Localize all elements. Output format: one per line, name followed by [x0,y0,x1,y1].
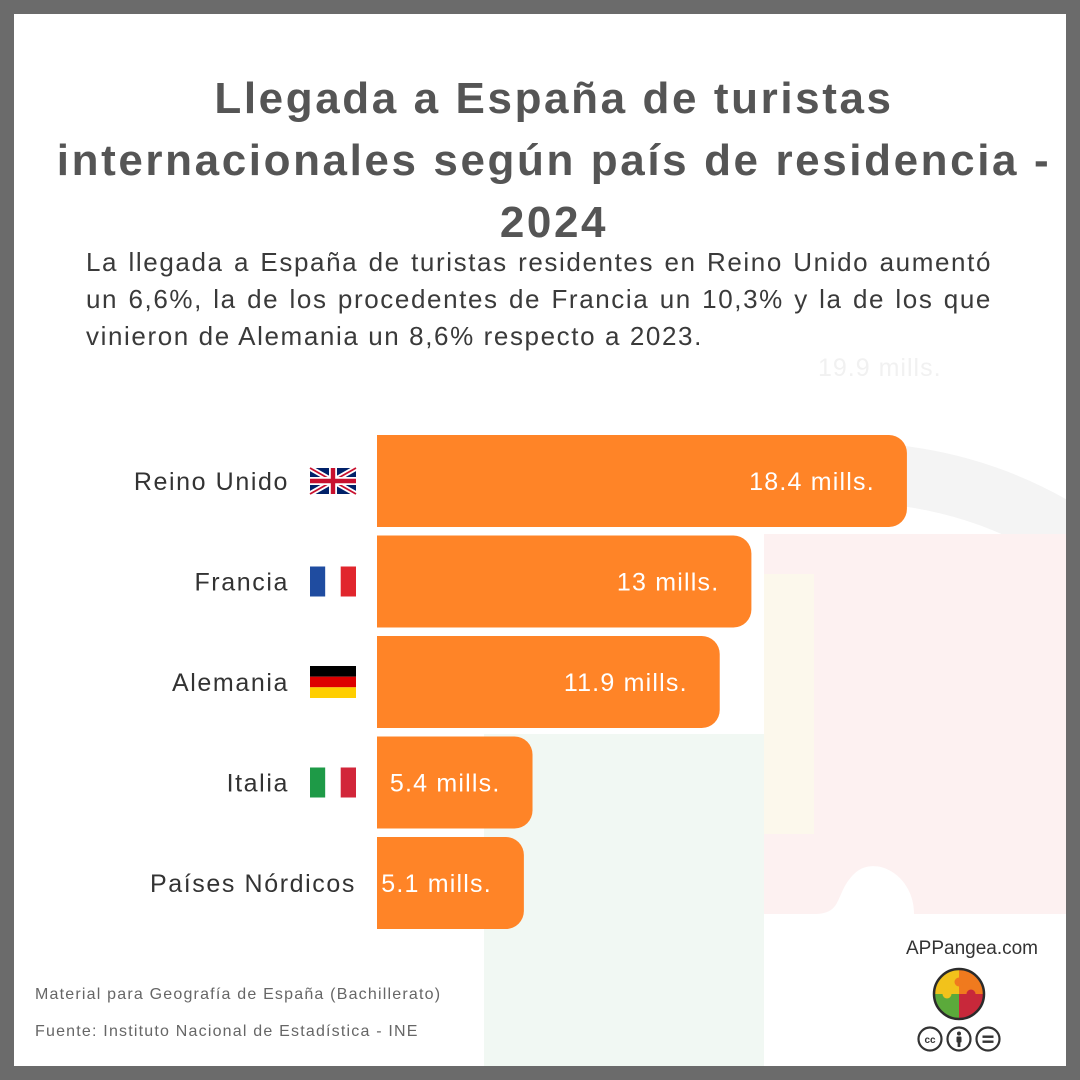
watermark-piece-green [484,734,764,1066]
value-label-francia: 13 mills. [617,569,720,597]
appangea-puzzle-logo [932,967,986,1021]
bar-chart: 18.4 mills. Reino Unido 13 mills. Francia 11… [134,435,907,929]
italy-flag-icon [310,767,356,798]
nd-icon [975,1026,1001,1052]
bar-paises-nordicos [377,837,524,929]
cc-icon: cc [917,1026,943,1052]
page-title: Llegada a España de turistas internacion… [56,74,1052,247]
category-label-francia: Francia [194,569,289,597]
brand-link[interactable]: APPangea.com [905,938,1039,959]
ghost-value-label: 19.9 mills. [818,354,942,382]
value-label-paises-nordicos: 5.1 mills. [381,870,492,898]
license-icons: cc [917,1026,1001,1052]
infographic-frame: Llegada a España de turistas internacion… [14,14,1066,1066]
germany-flag-icon [310,666,356,698]
value-label-reino-unido: 18.4 mills. [749,468,875,496]
by-icon [946,1026,972,1052]
bar-italia [377,736,533,829]
puzzle-watermark [484,442,1066,1066]
page-subtitle: La llegada a España de turistas resident… [86,247,992,351]
bar-alemania [377,636,720,728]
category-label-reino-unido: Reino Unido [134,468,289,496]
material-note: Material para Geografía de España (Bachi… [35,986,442,1003]
svg-text:cc: cc [924,1035,936,1046]
bar-reino-unido [377,435,907,527]
watermark-piece-red [764,534,1066,914]
category-label-italia: Italia [227,770,289,798]
value-label-italia: 5.4 mills. [390,770,501,798]
bar-francia [377,535,752,628]
bars-layer: 18.4 mills. Reino Unido 13 mills. Francia 11… [134,435,907,929]
category-label-paises-nordicos: Países Nórdicos [150,870,356,898]
france-flag-icon [310,566,356,597]
source-note: Fuente: Instituto Nacional de Estadístic… [35,1023,419,1040]
watermark-piece-yellow [764,574,814,834]
category-label-alemania: Alemania [172,669,289,697]
uk-flag-icon [310,468,356,494]
value-label-alemania: 11.9 mills. [564,669,688,697]
